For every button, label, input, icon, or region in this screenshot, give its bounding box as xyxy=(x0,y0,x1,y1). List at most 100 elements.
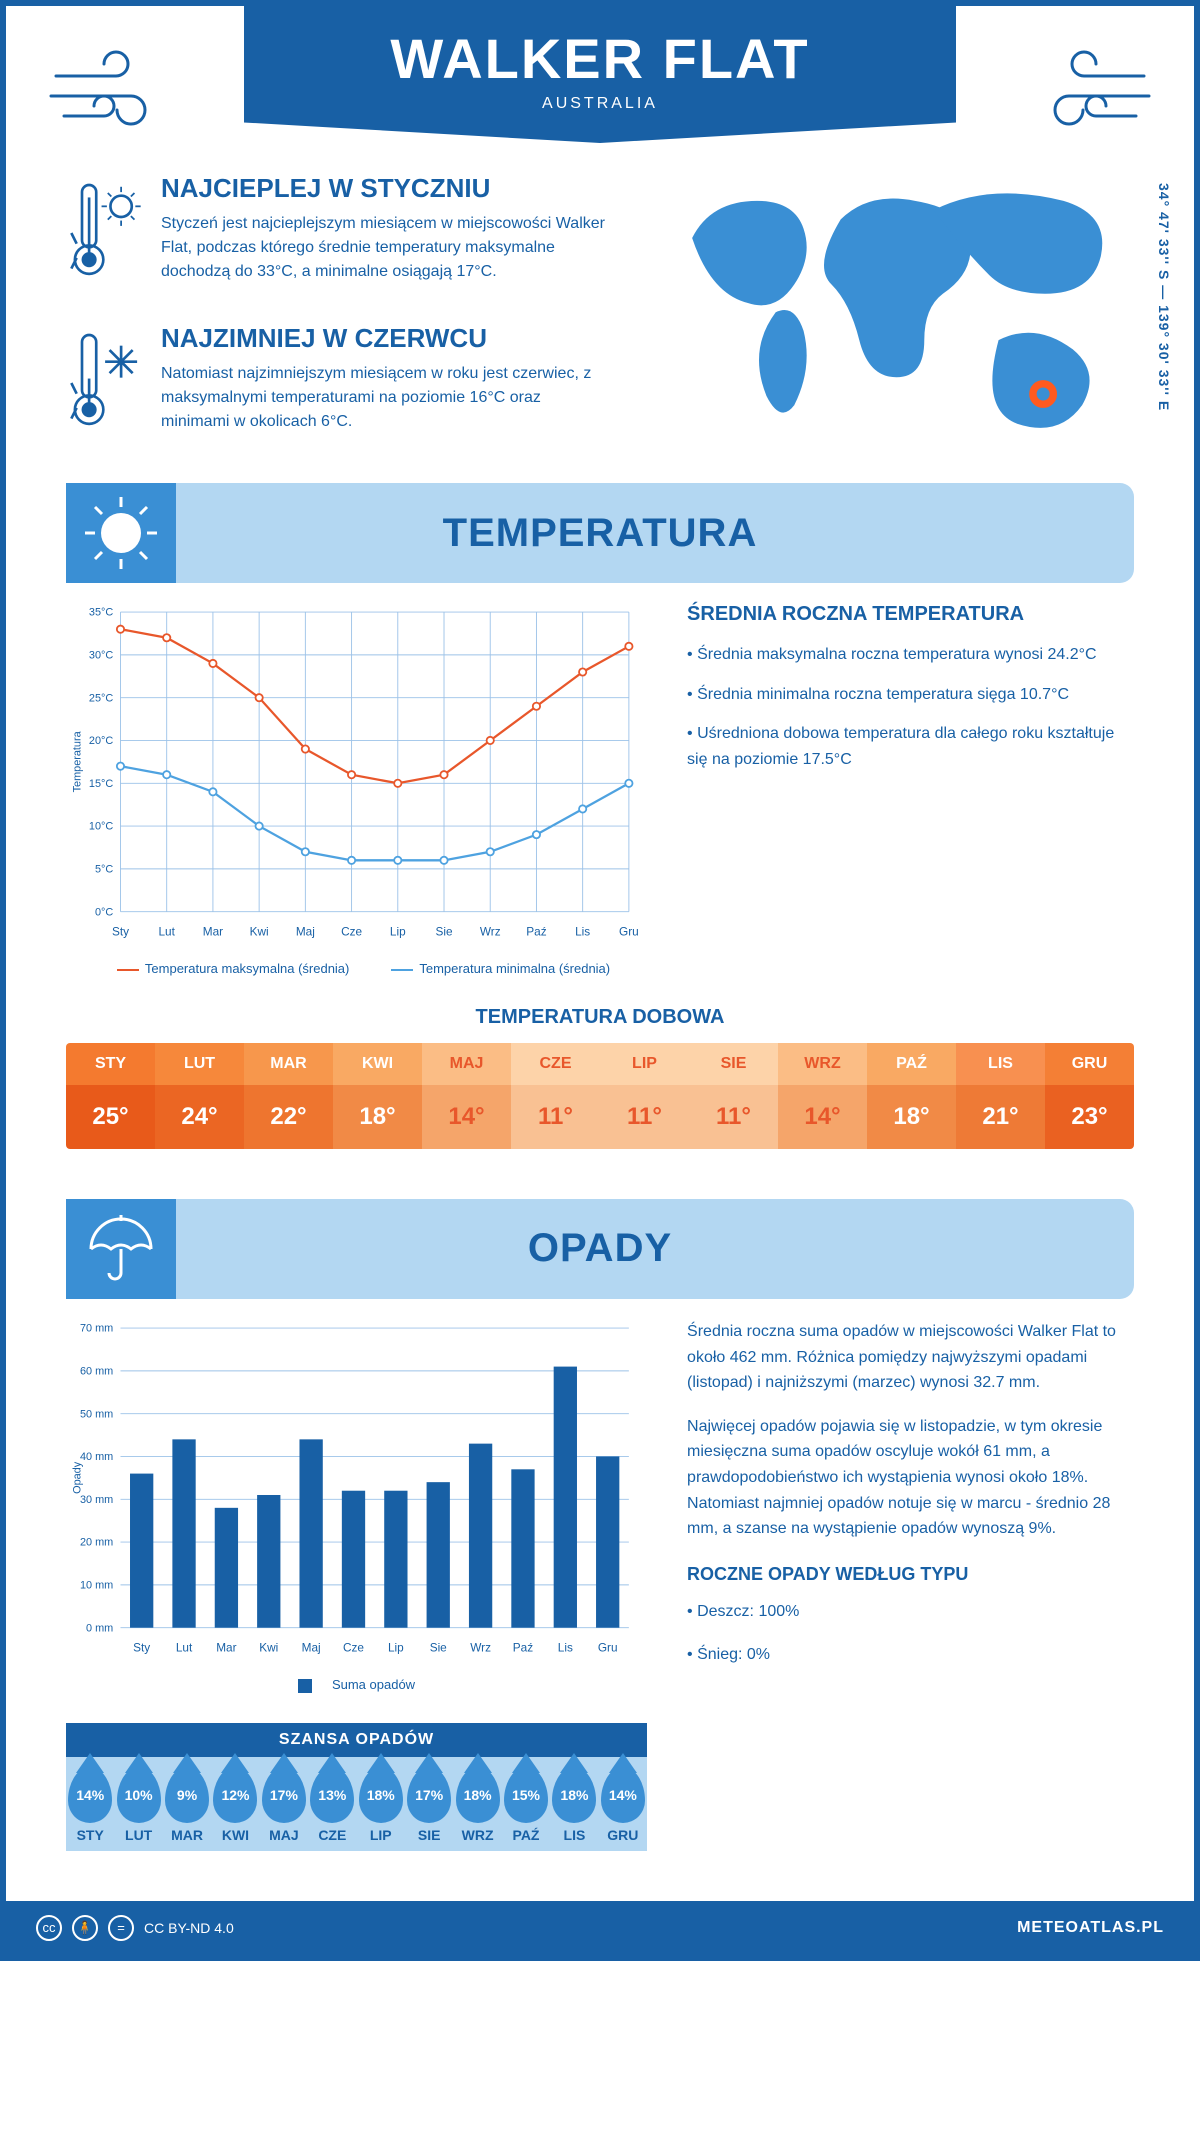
precip-type-rain: • Deszcz: 100% xyxy=(687,1599,1134,1625)
chance-col: 15% PAŹ xyxy=(502,1757,550,1851)
intro-section: NAJCIEPLEJ W STYCZNIU Styczeń jest najci… xyxy=(66,173,1134,473)
umbrella-icon xyxy=(66,1199,176,1299)
svg-text:20°C: 20°C xyxy=(89,735,113,747)
coldest-title: NAJZIMNIEJ W CZERWCU xyxy=(161,323,610,354)
raindrop-icon: 13% xyxy=(310,1767,354,1823)
svg-text:Sie: Sie xyxy=(435,924,452,938)
svg-text:50 mm: 50 mm xyxy=(80,1408,113,1420)
thermometer-snow-icon xyxy=(66,323,146,443)
wind-icon-left xyxy=(46,46,166,148)
table-col: LIP 11° xyxy=(600,1043,689,1149)
svg-text:Wrz: Wrz xyxy=(480,924,501,938)
by-icon: 🧍 xyxy=(72,1915,98,1941)
footer-brand: METEOATLAS.PL xyxy=(1017,1919,1164,1937)
precip-chart: 0 mm10 mm20 mm30 mm40 mm50 mm60 mm70 mmS… xyxy=(66,1319,647,1871)
table-col: KWI 18° xyxy=(333,1043,422,1149)
nd-icon: = xyxy=(108,1915,134,1941)
svg-text:40 mm: 40 mm xyxy=(80,1451,113,1463)
temperature-section-header: TEMPERATURA xyxy=(66,483,1134,583)
svg-text:Wrz: Wrz xyxy=(470,1640,491,1654)
svg-text:30°C: 30°C xyxy=(89,650,113,662)
location-country: AUSTRALIA xyxy=(244,95,957,113)
page-container: WALKER FLAT AUSTRALIA NAJCIEPLEJ W STYCZ… xyxy=(0,0,1200,1961)
temperature-legend: Temperatura maksymalna (średnia)Temperat… xyxy=(66,961,647,976)
table-col: GRU 23° xyxy=(1045,1043,1134,1149)
svg-text:Mar: Mar xyxy=(203,924,223,938)
footer: cc 🧍 = CC BY-ND 4.0 METEOATLAS.PL xyxy=(6,1901,1194,1955)
svg-text:60 mm: 60 mm xyxy=(80,1365,113,1377)
svg-text:Opady: Opady xyxy=(72,1461,84,1494)
coordinates-label: 34° 47' 33'' S — 139° 30' 33'' E xyxy=(1156,183,1172,411)
precip-type-snow: • Śnieg: 0% xyxy=(687,1642,1134,1668)
table-col: WRZ 14° xyxy=(778,1043,867,1149)
wind-icon-right xyxy=(1034,46,1154,148)
raindrop-icon: 18% xyxy=(456,1767,500,1823)
hottest-text: Styczeń jest najcieplejszym miesiącem w … xyxy=(161,212,610,284)
world-map xyxy=(640,173,1134,433)
table-col: LUT 24° xyxy=(155,1043,244,1149)
table-col: STY 25° xyxy=(66,1043,155,1149)
license-block: cc 🧍 = CC BY-ND 4.0 xyxy=(36,1915,234,1941)
svg-text:30 mm: 30 mm xyxy=(80,1494,113,1506)
chance-col: 12% KWI xyxy=(211,1757,259,1851)
coldest-block: NAJZIMNIEJ W CZERWCU Natomiast najzimnie… xyxy=(66,323,610,443)
temperature-avg-block: ŚREDNIA ROCZNA TEMPERATURA • Średnia mak… xyxy=(687,603,1134,786)
coldest-text: Natomiast najzimniejszym miesiącem w rok… xyxy=(161,362,610,434)
raindrop-icon: 17% xyxy=(407,1767,451,1823)
svg-text:Sty: Sty xyxy=(133,1640,150,1654)
sun-icon xyxy=(66,483,176,583)
svg-text:Temperatura: Temperatura xyxy=(72,730,84,792)
temperature-chart: 0°C5°C10°C15°C20°C25°C30°C35°CStyLutMarK… xyxy=(66,603,647,976)
raindrop-icon: 18% xyxy=(552,1767,596,1823)
svg-text:35°C: 35°C xyxy=(89,607,113,619)
daily-temp-title: TEMPERATURA DOBOWA xyxy=(66,1006,1134,1029)
raindrop-icon: 14% xyxy=(68,1767,112,1823)
svg-text:Lip: Lip xyxy=(390,924,406,938)
table-col: CZE 11° xyxy=(511,1043,600,1149)
precip-title: OPADY xyxy=(528,1226,672,1271)
svg-text:Sty: Sty xyxy=(112,924,129,938)
table-col: PAŹ 18° xyxy=(867,1043,956,1149)
precip-chance-block: SZANSA OPADÓW 14% STY 10% LUT 9% MAR 12%… xyxy=(66,1723,647,1851)
avg-line-1: • Średnia maksymalna roczna temperatura … xyxy=(687,642,1134,668)
svg-text:Lip: Lip xyxy=(388,1640,404,1654)
svg-text:Maj: Maj xyxy=(296,924,315,938)
svg-text:10°C: 10°C xyxy=(89,821,113,833)
svg-text:0 mm: 0 mm xyxy=(86,1622,113,1634)
precip-legend: Suma opadów xyxy=(66,1677,647,1693)
cc-icon: cc xyxy=(36,1915,62,1941)
avg-line-2: • Średnia minimalna roczna temperatura s… xyxy=(687,682,1134,708)
location-title: WALKER FLAT xyxy=(244,26,957,91)
raindrop-icon: 18% xyxy=(359,1767,403,1823)
precip-text-2: Najwięcej opadów pojawia się w listopadz… xyxy=(687,1414,1134,1542)
svg-text:0°C: 0°C xyxy=(95,906,113,918)
chance-col: 18% WRZ xyxy=(453,1757,501,1851)
table-col: MAJ 14° xyxy=(422,1043,511,1149)
table-col: LIS 21° xyxy=(956,1043,1045,1149)
daily-temp-table: STY 25° LUT 24° MAR 22° KWI 18° MAJ 14° … xyxy=(66,1043,1134,1149)
thermometer-sun-icon xyxy=(66,173,146,293)
chance-col: 17% MAJ xyxy=(260,1757,308,1851)
precip-text-block: Średnia roczna suma opadów w miejscowośc… xyxy=(687,1319,1134,1686)
svg-text:Paź: Paź xyxy=(526,924,546,938)
precip-type-block: ROCZNE OPADY WEDŁUG TYPU • Deszcz: 100% … xyxy=(687,1560,1134,1668)
svg-text:Kwi: Kwi xyxy=(259,1640,278,1654)
chance-title: SZANSA OPADÓW xyxy=(66,1723,647,1757)
chance-col: 18% LIS xyxy=(550,1757,598,1851)
svg-text:15°C: 15°C xyxy=(89,778,113,790)
hottest-block: NAJCIEPLEJ W STYCZNIU Styczeń jest najci… xyxy=(66,173,610,293)
chance-col: 14% STY xyxy=(66,1757,114,1851)
svg-text:10 mm: 10 mm xyxy=(80,1579,113,1591)
svg-text:25°C: 25°C xyxy=(89,692,113,704)
svg-text:Sie: Sie xyxy=(430,1640,447,1654)
svg-text:5°C: 5°C xyxy=(95,864,113,876)
license-text: CC BY-ND 4.0 xyxy=(144,1920,234,1936)
header-banner: WALKER FLAT AUSTRALIA xyxy=(244,6,957,143)
precip-type-title: ROCZNE OPADY WEDŁUG TYPU xyxy=(687,1560,1134,1589)
raindrop-icon: 9% xyxy=(165,1767,209,1823)
raindrop-icon: 17% xyxy=(262,1767,306,1823)
precip-legend-label: Suma opadów xyxy=(332,1677,415,1692)
raindrop-icon: 14% xyxy=(601,1767,645,1823)
svg-text:Lut: Lut xyxy=(176,1640,193,1654)
raindrop-icon: 15% xyxy=(504,1767,548,1823)
